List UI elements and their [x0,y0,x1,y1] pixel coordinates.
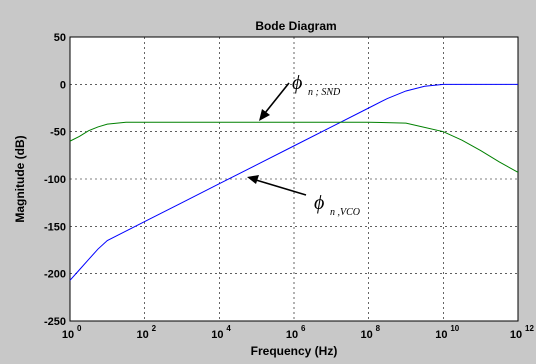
x-tick-label: 10 [435,329,447,341]
annotation-phi-snd-symbol: ϕ [292,72,302,94]
y-tick-label: -250 [44,316,66,328]
x-tick-exponent: 12 [525,324,534,333]
y-tick-label: -150 [44,221,66,233]
annotation-phi-snd-subscript: n ; SND [308,87,341,98]
annotation-phi-vco-arrowhead [247,175,259,184]
x-tick-exponent: 8 [376,324,381,333]
x-tick-exponent: 4 [226,324,231,333]
x-tick-label: 10 [286,329,298,341]
y-tick-label: -200 [44,269,66,281]
y-axis-label: Magnitude (dB) [13,135,27,222]
annotation-phi-vco: ϕ n ,VCO [247,175,360,218]
series-line-1 [69,121,519,173]
annotation-phi-snd-arrow-line [264,82,290,114]
chart-title: Bode Diagram [255,19,336,33]
grid [70,37,518,321]
series-layer [69,83,519,281]
series-line-0 [69,83,518,281]
x-tick-label: 10 [510,329,522,341]
x-tick-exponent: 2 [152,324,157,333]
x-tick-exponent: 0 [77,324,82,333]
annotation-phi-snd: ϕ n ; SND [259,72,341,121]
y-tick-label: -100 [44,174,66,186]
x-tick-exponent: 10 [450,324,459,333]
x-tick-label: 10 [62,329,74,341]
y-tick-label: 50 [54,32,66,44]
annotation-phi-vco-arrow-line [255,179,307,196]
annotation-phi-vco-subscript: n ,VCO [330,207,360,218]
x-tick-exponent: 6 [301,324,306,333]
x-tick-label: 10 [137,329,149,341]
x-tick-label: 10 [361,329,373,341]
y-tick-label: 0 [60,79,66,91]
annotation-phi-vco-symbol: ϕ [314,192,324,214]
x-axis-label: Frequency (Hz) [251,344,338,358]
y-tick-label: -50 [50,127,66,139]
y-tick-labels: 50 0 -50 -100 -150 -200 -250 [44,32,66,328]
annotation-phi-snd-arrowhead [259,109,270,121]
x-tick-label: 10 [211,329,223,341]
